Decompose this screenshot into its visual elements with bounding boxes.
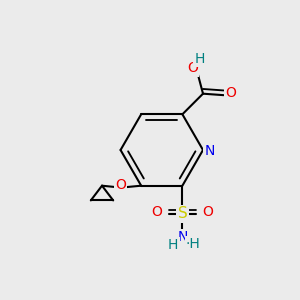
Text: S: S — [178, 206, 187, 221]
Text: N: N — [204, 145, 215, 158]
Text: N: N — [178, 230, 188, 244]
Text: O: O — [202, 205, 213, 219]
Text: O: O — [115, 178, 126, 192]
Text: H: H — [195, 52, 205, 66]
Text: O: O — [151, 205, 162, 219]
Text: O: O — [226, 86, 236, 100]
Text: O: O — [187, 61, 198, 75]
Text: ·H: ·H — [186, 237, 201, 251]
Text: H: H — [168, 238, 178, 252]
